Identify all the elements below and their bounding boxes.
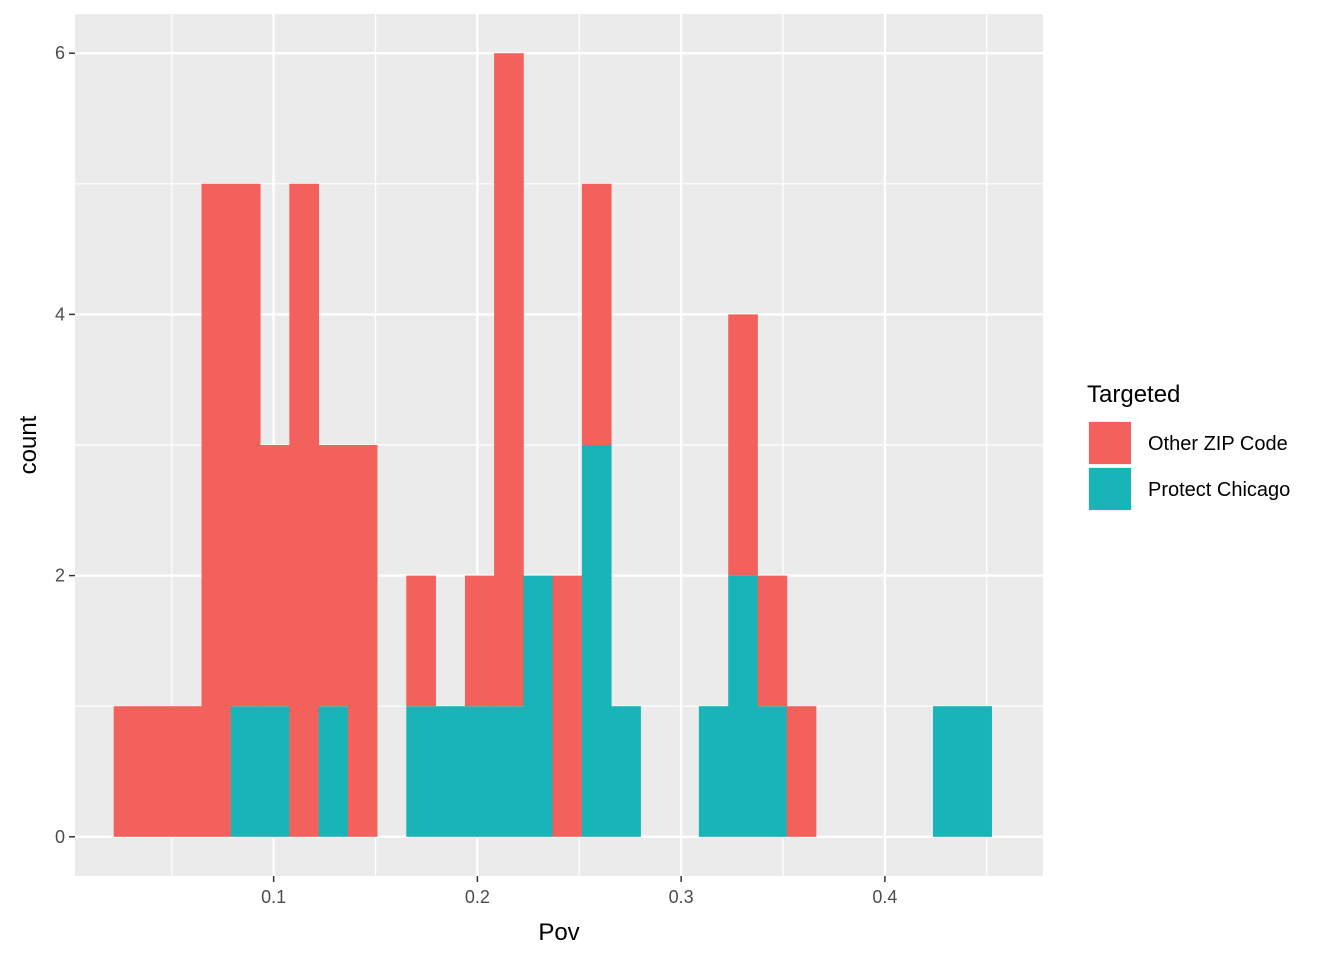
legend: Targeted Other ZIP Code Protect Chicago [1087,381,1290,511]
bar-protect-chicago [581,445,612,837]
bar-protect-chicago [435,706,466,837]
bar-protect-chicago [698,706,729,837]
bar-other-zip-code [757,575,788,707]
bar-protect-chicago [728,575,758,837]
bar-protect-chicago [318,706,349,837]
bar-protect-chicago [464,706,495,837]
bar-other-zip-code [406,575,436,707]
x-tick-label: 0.2 [465,887,490,907]
bar-other-zip-code [201,183,232,837]
bar-other-zip-code [347,445,378,837]
legend-label-other-zip-code: Other ZIP Code [1148,433,1288,455]
bar-protect-chicago [757,706,788,837]
bar-protect-chicago [962,706,992,837]
x-tick-label: 0.4 [872,887,897,907]
bar-other-zip-code [260,445,290,707]
x-tick-label: 0.3 [669,887,694,907]
bar-protect-chicago [932,706,963,837]
y-tick-label: 4 [55,304,65,324]
bar-protect-chicago [260,706,290,837]
bar-other-zip-code [728,314,758,576]
bar-protect-chicago [406,706,436,837]
bar-other-zip-code [318,445,349,707]
x-axis-title: Pov [538,919,579,946]
legend-swatch-protect-chicago [1089,468,1131,510]
y-tick-label: 0 [55,827,65,847]
bar-protect-chicago [523,575,554,837]
legend-label-protect-chicago: Protect Chicago [1148,479,1290,501]
bar-other-zip-code [113,706,144,837]
bar-other-zip-code [552,575,583,837]
bar-other-zip-code [143,706,173,837]
bar-protect-chicago [611,706,641,837]
bar-other-zip-code [786,706,817,837]
bar-other-zip-code [289,183,319,837]
legend-swatch-other-zip-code [1089,422,1131,464]
y-tick-label: 6 [55,43,65,63]
legend-title: Targeted [1087,381,1180,408]
legend-items: Other ZIP Code Protect Chicago [1088,421,1290,511]
x-tick-label: 0.1 [261,887,286,907]
bar-other-zip-code [230,183,261,707]
y-tick-label: 2 [55,566,65,586]
bar-other-zip-code [581,183,612,445]
bar-protect-chicago [494,706,524,837]
y-axis: 0 2 4 6 [55,43,75,847]
bar-other-zip-code [494,53,524,707]
bar-other-zip-code [464,575,495,707]
y-axis-title: count [15,415,42,474]
bar-protect-chicago [230,706,261,837]
bar-other-zip-code [172,706,203,837]
histogram-bars [113,53,992,837]
x-axis: 0.1 0.2 0.3 0.4 [261,876,897,907]
